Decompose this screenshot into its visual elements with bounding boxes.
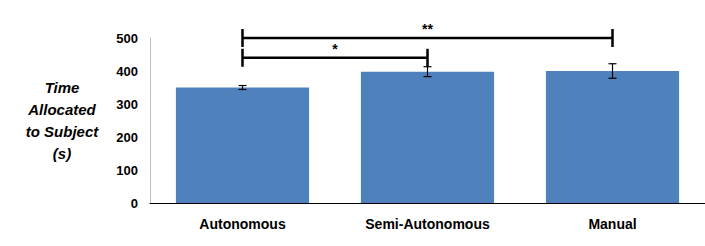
- svg-text:Manual: Manual: [588, 216, 636, 232]
- svg-text:100: 100: [116, 163, 138, 178]
- svg-text:to Subject: to Subject: [26, 123, 100, 140]
- svg-text:400: 400: [116, 64, 138, 79]
- svg-text:Allocated: Allocated: [27, 101, 96, 118]
- svg-text:300: 300: [116, 97, 138, 112]
- svg-text:500: 500: [116, 31, 138, 46]
- svg-text:Semi-Autonomous: Semi-Autonomous: [365, 216, 490, 232]
- svg-text:*: *: [332, 41, 338, 57]
- svg-text:**: **: [422, 21, 433, 37]
- svg-text:Time: Time: [45, 79, 80, 96]
- svg-text:Autonomous: Autonomous: [199, 216, 286, 232]
- svg-text:200: 200: [116, 130, 138, 145]
- svg-text:0: 0: [131, 196, 138, 211]
- svg-text:(s): (s): [53, 145, 71, 162]
